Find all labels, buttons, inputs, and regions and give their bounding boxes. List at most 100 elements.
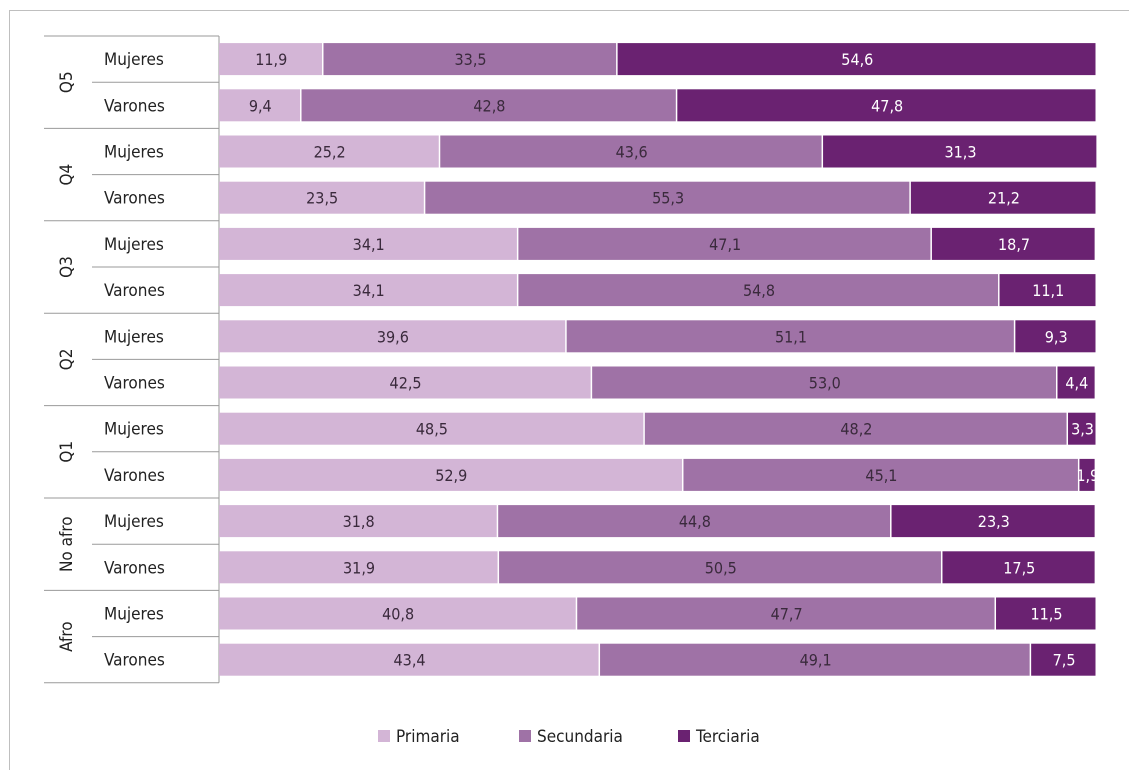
data-label: 7,5 (1053, 651, 1076, 670)
bar-secundaria (566, 320, 1014, 353)
group-label: Q3 (57, 256, 77, 278)
bar-terciaria (1015, 320, 1096, 353)
legend-swatch-secundaria (519, 730, 531, 742)
bar-terciaria (999, 274, 1096, 307)
bar-primaria (219, 227, 517, 260)
data-label: 34,1 (353, 281, 385, 300)
bar-secundaria (301, 89, 676, 122)
category-label: Mujeres (104, 420, 164, 440)
data-label: 31,8 (343, 512, 375, 531)
data-label: 9,4 (249, 96, 272, 115)
category-label: Mujeres (104, 605, 164, 625)
bar-primaria (219, 597, 576, 630)
bar-terciaria (823, 135, 1097, 168)
legend-label: Primaria (396, 727, 460, 747)
category-label: Varones (104, 281, 165, 301)
category-label: Varones (104, 189, 165, 209)
bar-secundaria (499, 551, 941, 584)
bar-terciaria (996, 597, 1096, 630)
group-label: Afro (57, 621, 77, 652)
category-label: Mujeres (104, 50, 164, 70)
bar-terciaria (617, 43, 1096, 76)
bar-secundaria (577, 597, 995, 630)
group-label: No afro (57, 516, 77, 572)
bar-secundaria (592, 366, 1056, 399)
bar-secundaria (425, 181, 910, 214)
data-label: 11,9 (255, 50, 287, 69)
data-label: 54,8 (743, 281, 775, 300)
data-label: 49,1 (800, 651, 832, 670)
data-label: 25,2 (314, 143, 346, 162)
legend-label: Terciaria (695, 727, 760, 747)
data-label: 43,4 (394, 651, 426, 670)
category-label: Varones (104, 558, 165, 578)
bar-terciaria (677, 89, 1096, 122)
bar-secundaria (518, 274, 999, 307)
bar-primaria (219, 505, 497, 538)
data-label: 48,5 (416, 420, 448, 439)
group-label: Q1 (57, 441, 77, 463)
data-label: 17,5 (1003, 558, 1035, 577)
category-label: Varones (104, 466, 165, 486)
data-label: 50,5 (705, 558, 737, 577)
legend-label: Secundaria (537, 727, 623, 747)
bar-primaria (219, 458, 682, 491)
bar-primaria (219, 135, 439, 168)
legend-swatch-primaria (378, 730, 390, 742)
data-label: 43,6 (616, 143, 648, 162)
bar-terciaria (891, 505, 1095, 538)
data-label: 39,6 (377, 327, 409, 346)
category-label: Varones (104, 96, 165, 116)
bar-primaria (219, 366, 591, 399)
data-label: 31,9 (343, 558, 375, 577)
bar-terciaria (931, 227, 1095, 260)
bar-secundaria (644, 412, 1067, 445)
group-label: Q4 (57, 164, 77, 186)
group-label: Q5 (57, 71, 77, 93)
bar-secundaria (498, 505, 891, 538)
data-label: 9,3 (1045, 327, 1068, 346)
data-label: 33,5 (455, 50, 487, 69)
data-label: 48,2 (840, 420, 872, 439)
data-label: 47,1 (709, 235, 741, 254)
data-label: 34,1 (353, 235, 385, 254)
data-label: 40,8 (382, 605, 414, 624)
data-label: 31,3 (944, 143, 976, 162)
data-label: 3,3 (1071, 420, 1094, 439)
bar-primaria (219, 320, 566, 353)
bar-primaria (219, 643, 599, 676)
bar-secundaria (683, 458, 1078, 491)
bar-primaria (219, 43, 322, 76)
bar-primaria (219, 412, 644, 445)
category-label: Mujeres (104, 512, 164, 532)
data-label: 54,6 (841, 50, 873, 69)
data-label: 4,4 (1065, 374, 1088, 393)
bar-terciaria (910, 181, 1096, 214)
data-label: 53,0 (809, 374, 841, 393)
data-label: 42,8 (473, 96, 505, 115)
bar-primaria (219, 89, 301, 122)
data-label: 45,1 (865, 466, 897, 485)
chart-frame (9, 10, 1129, 770)
data-label: 23,5 (306, 189, 338, 208)
data-label: 44,8 (679, 512, 711, 531)
bar-primaria (219, 274, 517, 307)
data-label: 47,8 (871, 96, 903, 115)
data-label: 23,3 (978, 512, 1010, 531)
bar-secundaria (518, 227, 931, 260)
data-label: 21,2 (988, 189, 1020, 208)
bar-terciaria (1031, 643, 1096, 676)
bar-terciaria (1068, 412, 1096, 445)
category-label: Varones (104, 374, 165, 394)
bar-primaria (219, 181, 424, 214)
category-label: Mujeres (104, 143, 164, 163)
data-label: 55,3 (652, 189, 684, 208)
bar-secundaria (323, 43, 617, 76)
category-label: Varones (104, 651, 165, 671)
bar-terciaria (942, 551, 1095, 584)
category-label: Mujeres (104, 327, 164, 347)
group-label: Q2 (57, 349, 77, 371)
data-label: 11,5 (1030, 605, 1062, 624)
bar-secundaria (440, 135, 822, 168)
